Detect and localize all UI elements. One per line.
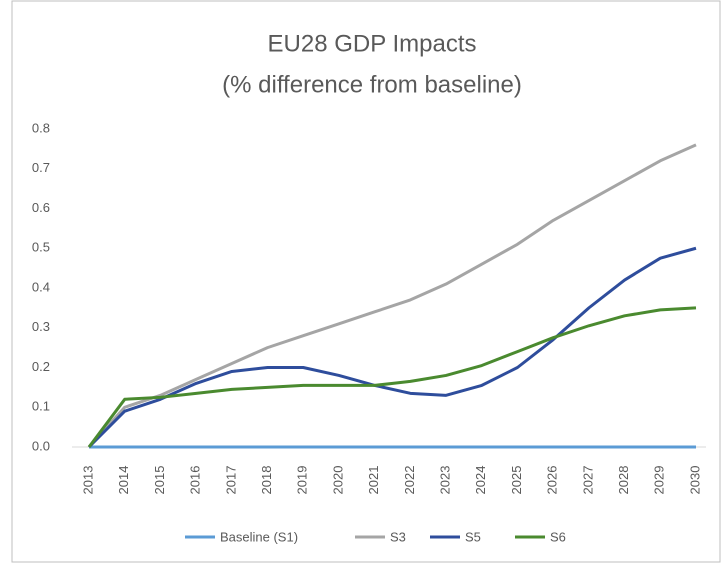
x-tick-label: 2028 (616, 466, 631, 495)
legend-label: Baseline (S1) (220, 529, 298, 544)
y-tick-label: 0.4 (32, 279, 50, 294)
x-tick-label: 2021 (366, 466, 381, 495)
y-tick-label: 0.3 (32, 319, 50, 334)
y-tick-label: 0.6 (32, 200, 50, 215)
x-tick-label: 2030 (687, 466, 702, 495)
x-tick-label: 2018 (259, 466, 274, 495)
line-series (87, 143, 697, 449)
x-tick-label: 2023 (437, 466, 452, 495)
y-tick-label: 0.8 (32, 120, 50, 135)
y-tick-label: 0.7 (32, 160, 50, 175)
x-tick-label: 2022 (402, 466, 417, 495)
y-tick-label: 0.1 (32, 399, 50, 414)
y-tick-label: 0.0 (32, 438, 50, 453)
x-tick-label: 2029 (652, 466, 667, 495)
legend-label: S6 (550, 529, 566, 544)
line-series (87, 306, 697, 448)
x-tick-label: 2015 (152, 466, 167, 495)
x-tick-label: 2025 (509, 466, 524, 495)
chart-frame (11, 0, 721, 563)
legend-label: S5 (465, 529, 481, 544)
x-tick-label: 2019 (295, 466, 310, 495)
chart-title: EU28 GDP Impacts (268, 30, 477, 57)
x-tick-label: 2020 (330, 466, 345, 495)
chart-subtitle: (% difference from baseline) (222, 71, 522, 98)
line-series (87, 246, 697, 449)
x-tick-label: 2024 (473, 466, 488, 495)
x-tick-label: 2016 (188, 466, 203, 495)
legend-label: S3 (390, 529, 406, 544)
x-tick-label: 2014 (116, 466, 131, 495)
x-tick-label: 2013 (80, 466, 95, 495)
y-tick-label: 0.5 (32, 240, 50, 255)
x-tick-label: 2026 (545, 466, 560, 495)
x-tick-label: 2017 (223, 466, 238, 495)
x-tick-label: 2027 (580, 466, 595, 495)
y-tick-label: 0.2 (32, 359, 50, 374)
